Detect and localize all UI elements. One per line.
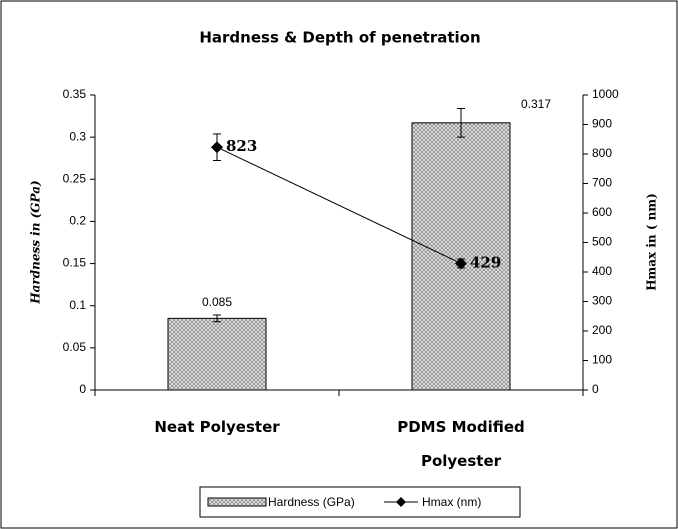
y2-tick-label: 600 bbox=[592, 205, 612, 219]
y2-tick-label: 100 bbox=[592, 353, 612, 367]
x-tick-label: Neat Polyester bbox=[154, 418, 280, 436]
y-tick-label: 0.2 bbox=[69, 214, 86, 228]
y2-tick-label: 400 bbox=[592, 264, 612, 278]
y-tick-label: 0.35 bbox=[63, 87, 87, 101]
y-tick-label: 0 bbox=[79, 382, 86, 396]
marker bbox=[455, 257, 467, 270]
y2-tick-label: 1000 bbox=[592, 87, 619, 101]
y-tick-label: 0.1 bbox=[69, 298, 86, 312]
data-label: 0.085 bbox=[202, 295, 232, 309]
marker bbox=[211, 141, 223, 154]
y-tick-label: 0.05 bbox=[63, 340, 87, 354]
x-tick-label: PDMS Modified Polyester bbox=[397, 418, 525, 470]
bar bbox=[411, 122, 511, 391]
legend-label: Hmax (nm) bbox=[422, 495, 481, 509]
y2-tick-label: 500 bbox=[592, 235, 612, 249]
legend-label: Hardness (GPa) bbox=[268, 495, 355, 509]
y-tick-label: 0.25 bbox=[63, 171, 87, 185]
legend-swatch bbox=[207, 497, 267, 507]
y2-axis-label: Hmax in ( nm) bbox=[645, 193, 659, 291]
line bbox=[216, 146, 462, 264]
bar bbox=[167, 317, 267, 391]
y-axis-label: Hardness in (GPa) bbox=[29, 180, 43, 304]
chart-title: Hardness & Depth of penetration bbox=[199, 29, 480, 47]
y2-tick-label: 0 bbox=[592, 382, 599, 396]
y2-tick-label: 200 bbox=[592, 323, 612, 337]
y-tick-label: 0.3 bbox=[69, 129, 86, 143]
y2-tick-label: 900 bbox=[592, 117, 612, 131]
data-label: 0.317 bbox=[521, 97, 551, 111]
data-label: 823 bbox=[226, 137, 257, 155]
y2-tick-label: 700 bbox=[592, 176, 612, 190]
y-tick-label: 0.15 bbox=[63, 256, 87, 270]
legend-marker bbox=[396, 497, 406, 507]
data-label: 429 bbox=[470, 253, 501, 271]
y2-tick-label: 300 bbox=[592, 294, 612, 308]
y2-tick-label: 800 bbox=[592, 146, 612, 160]
